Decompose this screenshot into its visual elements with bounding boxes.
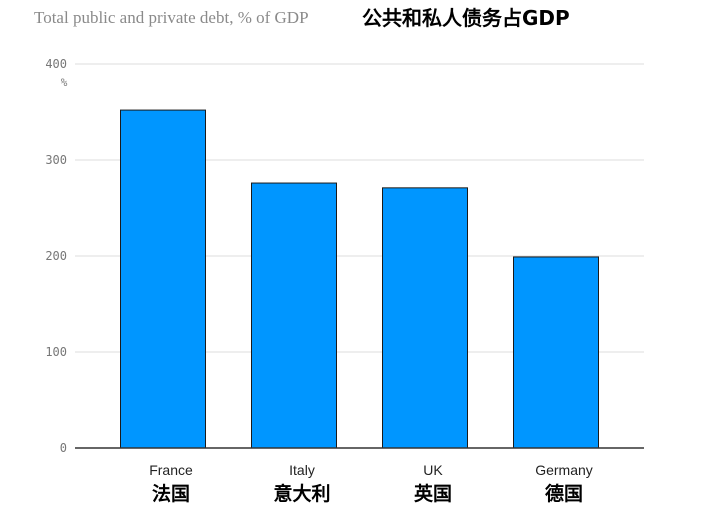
- y-tick-label: 400: [45, 57, 67, 71]
- x-tick-label: France: [149, 462, 193, 478]
- bar-germany: [513, 256, 599, 449]
- y-axis-ticks: 0 100 200 300 400: [45, 57, 67, 455]
- y-tick-label: 300: [45, 153, 67, 167]
- bar-uk: [382, 187, 468, 449]
- x-tick-label-chinese: 法国: [152, 482, 190, 505]
- bar-france: [120, 109, 206, 449]
- x-tick-label-chinese: 德国: [545, 482, 583, 505]
- chart-title: Total public and private debt, % of GDP: [34, 8, 309, 27]
- y-tick-label: 100: [45, 345, 67, 359]
- x-tick-label: Germany: [535, 462, 593, 478]
- y-axis-unit: %: [61, 76, 68, 89]
- x-tick-label: Italy: [289, 462, 315, 478]
- y-tick-label: 0: [60, 441, 67, 455]
- x-tick-label: UK: [423, 462, 443, 478]
- bars: [120, 109, 599, 449]
- x-axis-labels: France 法国 Italy 意大利 UK 英国 Germany 德国: [149, 462, 593, 505]
- chart-title-chinese: 公共和私人债务占GDP: [362, 6, 570, 30]
- y-tick-label: 200: [45, 249, 67, 263]
- x-tick-label-chinese: 英国: [414, 482, 452, 505]
- x-tick-label-chinese: 意大利: [273, 482, 330, 505]
- bar-italy: [251, 182, 337, 449]
